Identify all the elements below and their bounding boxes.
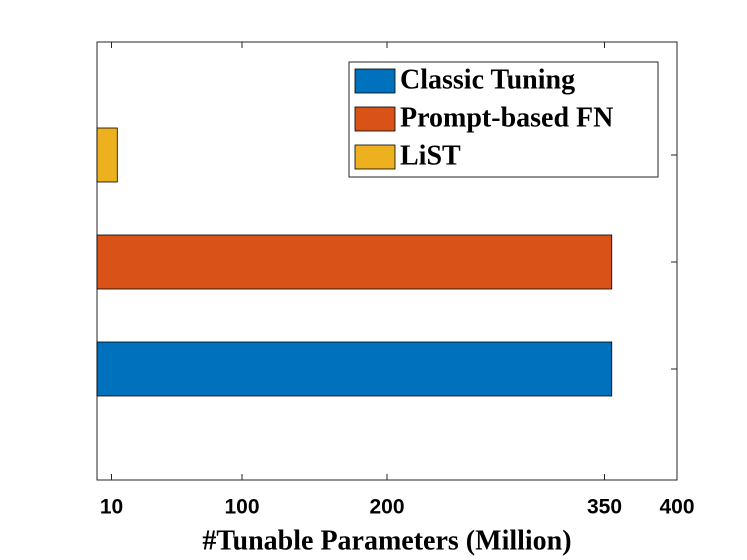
bar	[96, 341, 613, 397]
legend-swatch	[354, 144, 396, 170]
x-tick-label: 200	[369, 496, 404, 519]
bar	[96, 127, 118, 183]
legend-box	[348, 61, 659, 178]
legend-label: LiST	[400, 140, 461, 171]
legend-label: Prompt-based FN	[400, 102, 613, 133]
x-tick-label: 100	[224, 496, 259, 519]
legend-swatch	[354, 68, 396, 94]
x-tick-label: 10	[100, 496, 123, 519]
bar	[96, 234, 613, 290]
legend-swatch	[354, 106, 396, 132]
x-axis-label: #Tunable Parameters (Million)	[202, 525, 571, 556]
x-tick-label: 400	[659, 496, 694, 519]
x-tick-label: 350	[587, 496, 622, 519]
legend-label: Classic Tuning	[400, 64, 575, 95]
